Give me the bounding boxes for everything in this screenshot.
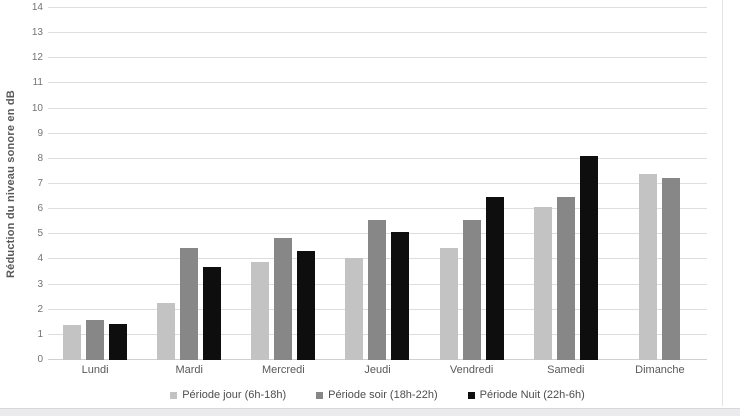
legend-label: Période soir (18h-22h): [328, 389, 438, 401]
y-axis-tick-label: 12: [31, 52, 43, 64]
legend: Période jour (6h-18h) Période soir (18h-2…: [48, 389, 707, 401]
y-axis-tick-label: 0: [37, 354, 43, 365]
bar-group-vendredi: [425, 8, 519, 360]
gridline: [48, 32, 707, 34]
y-axis-tick-label: 13: [31, 27, 43, 39]
y-axis-tick-label: 11: [32, 77, 43, 89]
gridline: [48, 107, 707, 109]
x-axis-label: Samedi: [547, 364, 585, 376]
y-axis-tick-label: 8: [37, 152, 43, 164]
bar: [391, 231, 410, 360]
x-axis-label: Mardi: [175, 364, 203, 376]
legend-item: Période Nuit (22h-6h): [467, 389, 585, 401]
y-axis-tick-label: 6: [37, 203, 43, 215]
bar-group-mardi: [142, 8, 236, 360]
gridline: [48, 82, 707, 84]
bar: [297, 250, 316, 360]
x-axis-label: Jeudi: [364, 364, 391, 376]
bar: [533, 206, 552, 360]
legend-label: Période Nuit (22h-6h): [479, 389, 585, 401]
bar: [274, 238, 293, 360]
window-edge-strip: [0, 408, 740, 416]
bar: [109, 323, 128, 360]
legend-item: Période soir (18h-22h): [316, 389, 438, 401]
bar: [662, 177, 681, 360]
legend-label: Période jour (6h-18h): [182, 389, 287, 401]
bar: [439, 248, 458, 360]
bar: [203, 266, 222, 360]
plot-area: [48, 7, 707, 360]
x-axis-label: Lundi: [81, 364, 109, 376]
bar: [63, 324, 82, 360]
gridline: [48, 7, 707, 8]
bar: [485, 196, 504, 360]
bar: [368, 220, 387, 360]
bar-group-jeudi: [330, 8, 424, 360]
y-axis-tick-label: 7: [37, 178, 43, 189]
gridline: [48, 208, 707, 210]
bar: [251, 261, 270, 360]
bar: [345, 258, 364, 360]
bar: [86, 319, 105, 360]
x-axis: Lundi Mardi Mercredi Jeudi Vendredi Samedi Dim…: [48, 364, 707, 376]
y-axis-tick-label: 3: [37, 278, 43, 290]
bar: [556, 196, 575, 360]
x-axis-label: Dimanche: [635, 364, 685, 376]
chart-frame-edge: [722, 0, 723, 406]
y-axis-tick-label: 9: [37, 127, 43, 139]
y-axis-tick-label: 2: [37, 303, 43, 315]
bar: [180, 248, 199, 360]
bar-group-dimanche: [613, 8, 707, 360]
legend-item: Période jour (6h-18h): [170, 389, 286, 401]
bar-groups: [48, 8, 707, 360]
y-axis-tick-label: 14: [31, 2, 43, 13]
bar: [462, 220, 481, 360]
legend-marker: [467, 391, 475, 399]
y-axis-tick-label: 5: [37, 228, 43, 240]
gridline: [48, 183, 707, 184]
y-axis-tick-label: 10: [31, 102, 43, 114]
y-axis-tick-label: 1: [37, 328, 43, 340]
x-axis-label: Vendredi: [449, 364, 494, 376]
bar: [639, 173, 658, 360]
bar-group-samedi: [519, 8, 613, 360]
x-axis-label: Mercredi: [261, 364, 305, 376]
bar-group-lundi: [48, 8, 142, 360]
bar: [157, 303, 176, 360]
gridline: [48, 57, 707, 59]
legend-marker: [170, 391, 178, 399]
bar-group-mercredi: [236, 8, 330, 360]
gridline: [48, 157, 707, 159]
y-axis-tick-label: 4: [37, 253, 43, 265]
gridline: [48, 132, 707, 134]
legend-marker: [316, 391, 324, 399]
y-axis: 0 1 2 3 4 5 6 7 8 9 10 11 12 13 14: [0, 2, 43, 365]
bar: [579, 156, 598, 360]
